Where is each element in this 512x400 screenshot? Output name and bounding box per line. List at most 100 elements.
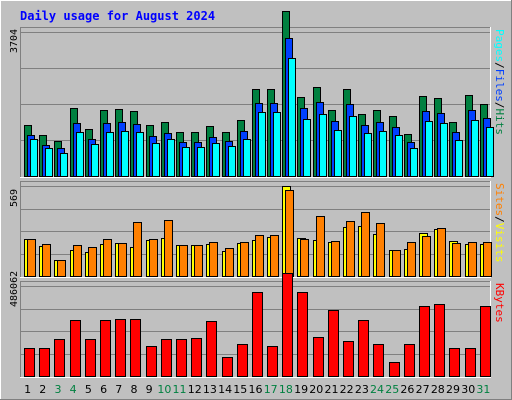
- bar-bot-kbytes-day-6: [100, 320, 111, 377]
- bar-bot-kbytes-day-28: [434, 304, 445, 377]
- axis-label-part-sites: Sites: [493, 183, 506, 216]
- bar-top-pages-day-16: [258, 112, 266, 177]
- day-label-19: 19: [294, 383, 308, 396]
- bar-mid-sites-day-22: [346, 221, 355, 277]
- bar-top-pages-day-2: [45, 148, 53, 177]
- bar-mid-sites-day-2: [42, 244, 51, 277]
- bar-top-pages-day-1: [30, 139, 38, 177]
- bar-top-pages-day-24: [379, 131, 387, 177]
- day-label-29: 29: [446, 383, 460, 396]
- bar-mid-sites-day-5: [88, 247, 97, 277]
- bar-top-pages-day-18: [288, 58, 296, 177]
- day-label-27: 27: [416, 383, 430, 396]
- bar-bot-kbytes-day-5: [85, 339, 96, 377]
- day-label-2: 2: [39, 383, 46, 396]
- bar-bot-kbytes-day-3: [54, 339, 65, 377]
- panel-top: 3704 Pages/Files/Hits: [9, 11, 506, 178]
- bar-top-pages-day-12: [197, 147, 205, 177]
- bar-bot-kbytes-day-9: [146, 346, 157, 377]
- bar-top-pages-day-15: [243, 139, 251, 177]
- bar-mid-sites-day-21: [331, 241, 340, 277]
- day-label-28: 28: [431, 383, 445, 396]
- panel-bot-ymax-label: 486062: [9, 271, 20, 307]
- day-label-14: 14: [218, 383, 232, 396]
- bar-top-pages-day-21: [334, 130, 342, 177]
- day-label-31: 31: [476, 383, 490, 396]
- axis-label-separator: /: [493, 102, 506, 109]
- bar-mid-sites-day-16: [255, 235, 264, 277]
- bar-mid-sites-day-14: [225, 248, 234, 277]
- bar-bot-kbytes-day-24: [373, 344, 384, 377]
- bar-bot-kbytes-day-31: [480, 306, 491, 377]
- bar-bot-kbytes-day-11: [176, 339, 187, 377]
- day-label-30: 30: [461, 383, 475, 396]
- panel-mid: 569 Sites/Visits: [9, 181, 506, 278]
- axis-label-part-hits: Hits: [493, 109, 506, 136]
- bar-bot-kbytes-day-1: [24, 348, 35, 377]
- bar-mid-sites-day-29: [452, 243, 461, 277]
- bar-top-pages-day-11: [182, 147, 190, 177]
- bar-bot-kbytes-day-26: [404, 344, 415, 377]
- panel-bot: 486062 KBytes: [9, 271, 506, 378]
- day-label-15: 15: [233, 383, 247, 396]
- day-label-3: 3: [54, 383, 61, 396]
- day-label-26: 26: [400, 383, 414, 396]
- bar-top-pages-day-6: [106, 132, 114, 177]
- bar-mid-sites-day-26: [407, 242, 416, 277]
- bar-top-pages-day-19: [303, 119, 311, 177]
- bar-mid-sites-day-9: [149, 239, 158, 277]
- bar-mid-sites-day-13: [209, 242, 218, 277]
- panel-mid-ymax-label: 569: [9, 189, 20, 207]
- bar-top-pages-day-8: [136, 132, 144, 177]
- bar-mid-sites-day-30: [468, 242, 477, 277]
- bar-top-pages-day-20: [319, 114, 327, 177]
- bar-mid-sites-day-23: [361, 212, 370, 277]
- bar-mid-sites-day-6: [103, 239, 112, 277]
- bar-mid-sites-day-8: [133, 222, 142, 277]
- day-label-4: 4: [70, 383, 77, 396]
- bar-mid-sites-day-31: [483, 242, 492, 277]
- day-label-24: 24: [370, 383, 384, 396]
- day-label-11: 11: [173, 383, 187, 396]
- bar-top-pages-day-7: [121, 131, 129, 177]
- day-label-1: 1: [24, 383, 31, 396]
- chart-title: Daily usage for August 2024: [20, 9, 215, 23]
- panel-top-axis-label: Pages/Files/Hits: [493, 29, 506, 135]
- day-label-9: 9: [146, 383, 153, 396]
- bar-bot-kbytes-day-29: [449, 348, 460, 377]
- day-label-5: 5: [85, 383, 92, 396]
- bar-top-pages-day-9: [152, 143, 160, 177]
- bar-top-pages-day-17: [273, 112, 281, 177]
- day-label-17: 17: [264, 383, 278, 396]
- day-label-16: 16: [249, 383, 263, 396]
- bar-top-pages-day-14: [228, 146, 236, 177]
- bar-bot-kbytes-day-2: [39, 348, 50, 377]
- day-label-21: 21: [324, 383, 338, 396]
- day-label-7: 7: [115, 383, 122, 396]
- axis-label-part-files: Files: [493, 69, 506, 102]
- bar-mid-sites-day-27: [422, 236, 431, 277]
- bar-top-pages-day-28: [440, 123, 448, 177]
- bar-bot-kbytes-day-27: [419, 306, 430, 377]
- day-label-10: 10: [157, 383, 171, 396]
- bar-bot-kbytes-day-22: [343, 341, 354, 377]
- bar-bot-kbytes-day-17: [267, 346, 278, 377]
- bar-top-pages-day-23: [364, 133, 372, 177]
- bar-bot-kbytes-day-16: [252, 292, 263, 377]
- bar-top-pages-day-13: [212, 143, 220, 177]
- bar-mid-sites-day-1: [27, 239, 36, 277]
- bar-mid-sites-day-10: [164, 220, 173, 277]
- bar-top-pages-day-26: [410, 148, 418, 177]
- bar-mid-sites-day-24: [376, 223, 385, 277]
- bar-top-pages-day-22: [349, 116, 357, 177]
- day-label-8: 8: [130, 383, 137, 396]
- bar-top-pages-day-10: [167, 139, 175, 177]
- day-label-25: 25: [385, 383, 399, 396]
- bar-bot-kbytes-day-18: [282, 273, 293, 377]
- panel-top-ymax-label: 3704: [9, 29, 20, 53]
- day-label-12: 12: [188, 383, 202, 396]
- bar-mid-sites-day-15: [240, 242, 249, 277]
